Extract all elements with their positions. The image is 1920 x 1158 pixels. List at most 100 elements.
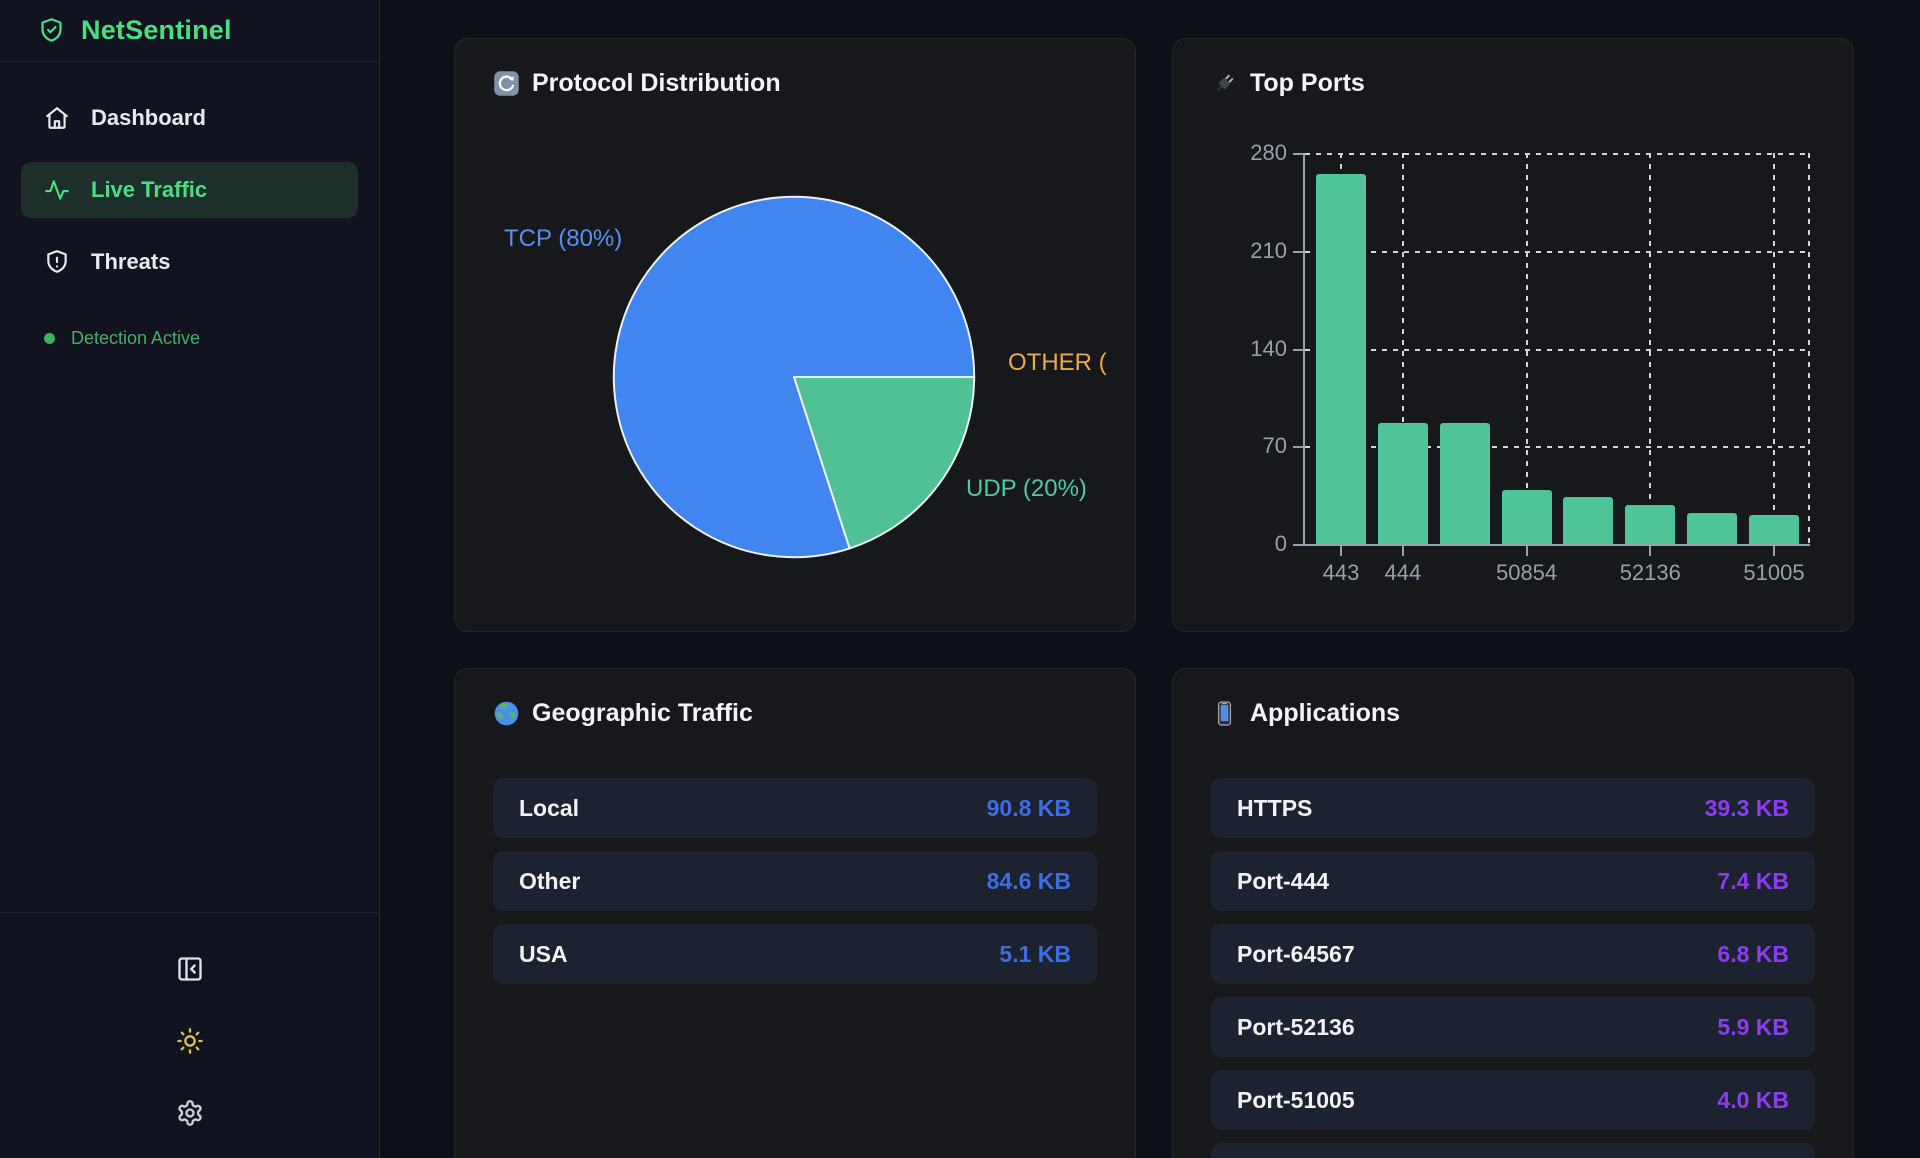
bar-port-4[interactable] bbox=[1563, 496, 1614, 544]
stat-label: Port-52136 bbox=[1237, 1013, 1355, 1040]
stat-label: HTTPS bbox=[1237, 794, 1313, 821]
card-title: Applications bbox=[1250, 699, 1401, 727]
sidebar-item-threats[interactable]: Threats bbox=[21, 234, 358, 290]
xtick-mark bbox=[1401, 546, 1404, 556]
xtick-mark bbox=[1340, 546, 1342, 556]
xtick-mark bbox=[1525, 546, 1528, 556]
gridline-x-51005 bbox=[1773, 153, 1775, 544]
gridline-y-210 bbox=[1305, 250, 1810, 253]
sidebar-item-label: Dashboard bbox=[91, 105, 206, 130]
xtick-label: 51005 bbox=[1743, 560, 1805, 585]
sidebar-item-live-traffic[interactable]: Live Traffic bbox=[21, 162, 358, 218]
theme-toggle-sun-icon[interactable] bbox=[176, 1027, 204, 1055]
list-item: Port-64567 6.8 KB bbox=[1211, 924, 1815, 984]
collapse-sidebar-icon[interactable] bbox=[176, 955, 204, 983]
sidebar-item-label: Live Traffic bbox=[91, 177, 208, 202]
card-title: Protocol Distribution bbox=[532, 69, 781, 97]
gridline-y-70 bbox=[1305, 446, 1810, 449]
stat-label: Port-64567 bbox=[1237, 940, 1355, 967]
xtick-label: 444 bbox=[1384, 560, 1422, 585]
bar-port-6[interactable] bbox=[1687, 513, 1738, 544]
pie-label-tcp: TCP (80%) bbox=[504, 225, 623, 252]
list-item bbox=[1211, 1143, 1815, 1158]
ytick-label: 280 bbox=[1250, 140, 1287, 165]
brand[interactable]: NetSentinel bbox=[0, 0, 379, 62]
plug-icon bbox=[1216, 74, 1234, 92]
stat-value: 90.8 KB bbox=[986, 794, 1071, 821]
card-title: Top Ports bbox=[1250, 69, 1365, 97]
pie-slice-tcp[interactable] bbox=[612, 195, 976, 559]
stat-value: 39.3 KB bbox=[1704, 794, 1789, 821]
status-label: Detection Active bbox=[71, 328, 201, 348]
sidebar-nav: Dashboard Live Traffic Threats bbox=[0, 62, 379, 290]
bar-52136[interactable] bbox=[1625, 504, 1676, 544]
card-title-row: Top Ports bbox=[1211, 69, 1365, 98]
xtick-label: 52136 bbox=[1619, 560, 1681, 585]
ytick-mark bbox=[1293, 153, 1303, 155]
geographic-list: Local 90.8 KB Other 84.6 KB USA 5.1 KB bbox=[493, 778, 1097, 997]
stat-value: 7.4 KB bbox=[1717, 867, 1789, 894]
gridline-y-140 bbox=[1305, 348, 1810, 351]
globe-icon bbox=[494, 701, 519, 726]
ytick-mark bbox=[1293, 544, 1303, 546]
stat-value: 6.8 KB bbox=[1717, 940, 1789, 967]
bar-51005[interactable] bbox=[1749, 514, 1799, 544]
card-title-row: Protocol Distribution bbox=[493, 69, 781, 98]
plot-right-border bbox=[1808, 153, 1810, 544]
stat-value: 4.0 KB bbox=[1717, 1086, 1789, 1113]
stat-value: 5.9 KB bbox=[1717, 1013, 1789, 1040]
xtick-mark bbox=[1649, 546, 1652, 556]
status-dot bbox=[44, 333, 55, 344]
list-item: USA 5.1 KB bbox=[493, 924, 1097, 984]
phone-icon bbox=[1217, 701, 1232, 726]
list-item: HTTPS 39.3 KB bbox=[1211, 778, 1815, 838]
ytick-label: 210 bbox=[1250, 237, 1287, 263]
shield-check-icon bbox=[41, 18, 62, 42]
protocol-distribution-card: Protocol Distribution TCP (80%) UDP (20%… bbox=[454, 38, 1136, 632]
pie-svg bbox=[612, 195, 976, 559]
gridline-x-444 bbox=[1401, 153, 1404, 544]
xtick-mark bbox=[1773, 546, 1775, 556]
bar-port-2[interactable] bbox=[1439, 422, 1490, 544]
gridline-x-50854 bbox=[1525, 153, 1528, 544]
bar-444[interactable] bbox=[1377, 422, 1428, 544]
geographic-traffic-card: Geographic Traffic Local 90.8 KB Other 84.6… bbox=[454, 668, 1136, 1158]
stat-label: Port-51005 bbox=[1237, 1086, 1355, 1113]
card-title-row: Applications bbox=[1211, 699, 1400, 728]
stat-value: 5.1 KB bbox=[999, 940, 1071, 967]
stat-label: USA bbox=[519, 940, 568, 967]
list-item: Other 84.6 KB bbox=[493, 851, 1097, 911]
list-item: Port-51005 4.0 KB bbox=[1211, 1070, 1815, 1130]
home-icon bbox=[46, 107, 68, 129]
list-item: Port-52136 5.9 KB bbox=[1211, 997, 1815, 1057]
sidebar-item-label: Threats bbox=[91, 249, 171, 274]
applications-list: HTTPS 39.3 KB Port-444 7.4 KB Port-64567 6.8 … bbox=[1211, 778, 1815, 1158]
ytick-label: 0 bbox=[1274, 531, 1287, 556]
sidebar-footer bbox=[0, 912, 379, 1127]
settings-gear-icon[interactable] bbox=[176, 1099, 204, 1127]
pie-label-other: OTHER ( bbox=[1008, 349, 1107, 376]
top-ports-bar-chart: 0 70 140 210 280 443 444 50854 52136 51005 bbox=[1250, 140, 1810, 585]
activity-icon bbox=[45, 180, 69, 200]
shield-alert-icon bbox=[47, 250, 67, 273]
sidebar-item-dashboard[interactable]: Dashboard bbox=[21, 90, 358, 146]
bar-443[interactable] bbox=[1316, 173, 1366, 544]
list-item: Port-444 7.4 KB bbox=[1211, 851, 1815, 911]
ytick-label: 140 bbox=[1250, 335, 1287, 361]
applications-card: Applications HTTPS 39.3 KB Port-444 7.4 KB P… bbox=[1172, 668, 1854, 1158]
stat-label: Port-444 bbox=[1237, 867, 1330, 894]
xtick-label: 443 bbox=[1322, 560, 1360, 585]
detection-status: Detection Active bbox=[0, 328, 379, 349]
pie-slice-udp[interactable] bbox=[793, 376, 976, 550]
top-ports-card: Top Ports 0 70 140 210 280 443 444 50854 52136 51… bbox=[1172, 38, 1854, 632]
ytick-mark bbox=[1293, 250, 1303, 253]
ytick-label: 70 bbox=[1262, 433, 1287, 459]
brand-name: NetSentinel bbox=[81, 15, 232, 45]
protocol-pie-chart: TCP (80%) UDP (20%) OTHER ( bbox=[455, 39, 1135, 631]
bar-50854[interactable] bbox=[1501, 489, 1552, 544]
gridline-y-280 bbox=[1305, 153, 1810, 155]
gridline-x-52136 bbox=[1649, 153, 1652, 544]
card-title: Geographic Traffic bbox=[532, 699, 753, 727]
stat-value: 84.6 KB bbox=[986, 867, 1071, 894]
ytick-mark bbox=[1293, 348, 1303, 351]
